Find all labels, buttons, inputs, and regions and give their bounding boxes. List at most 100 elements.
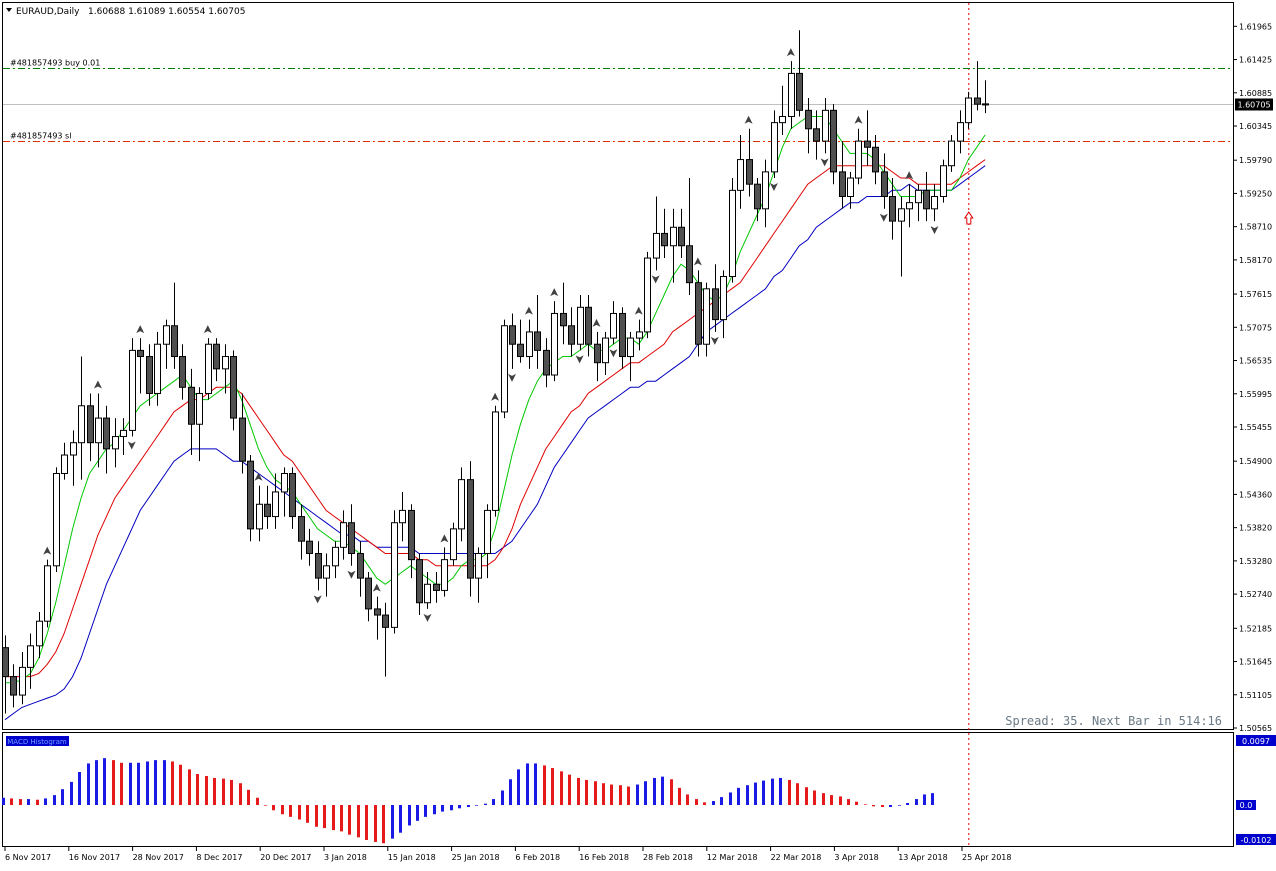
candle	[788, 61, 795, 129]
symbol-label: EURAUD,Daily	[16, 7, 80, 17]
candle-body	[906, 202, 913, 210]
price-tick-label: 1.52185	[1239, 624, 1272, 633]
candle	[391, 510, 398, 634]
candle	[315, 541, 322, 591]
price-tick-label: 1.57615	[1239, 290, 1272, 299]
candle	[796, 30, 803, 117]
candle	[940, 159, 947, 203]
fractal-up-icon	[786, 48, 795, 57]
candle-body	[239, 417, 246, 462]
candle-body	[348, 522, 355, 555]
candle-body	[872, 146, 879, 173]
candle-body	[61, 454, 68, 474]
candle-body	[196, 392, 203, 425]
candle	[568, 307, 575, 357]
candle	[323, 553, 330, 597]
candle	[551, 301, 558, 382]
candle-body	[78, 405, 85, 444]
candle	[230, 350, 237, 431]
fractal-down-icon	[127, 441, 136, 450]
candle	[205, 338, 212, 400]
candle	[703, 282, 710, 357]
candle-body	[475, 553, 482, 579]
indicator-bottom-label-bg	[1236, 834, 1276, 845]
candle-body	[661, 232, 668, 247]
fractal-down-icon	[769, 183, 778, 192]
candle-body	[754, 183, 761, 210]
fractal-up-icon	[203, 325, 212, 334]
candle	[737, 134, 744, 209]
candle-body	[365, 577, 372, 610]
candle-body	[517, 343, 524, 358]
fractal-down-icon	[313, 595, 322, 604]
candle-body	[644, 257, 651, 333]
candle	[484, 504, 491, 579]
indicator-name-badge: MACD Histogram	[6, 736, 69, 746]
candle	[281, 467, 288, 517]
candle	[712, 264, 719, 332]
candle-body	[982, 103, 989, 106]
candle	[864, 110, 871, 166]
candle	[923, 171, 930, 222]
candle-body	[881, 171, 888, 198]
fractal-down-icon	[930, 226, 939, 235]
price-tick-label: 1.54900	[1239, 457, 1272, 466]
ma-fast-line	[5, 116, 986, 684]
order-label: #481857493 sl	[10, 132, 71, 141]
candle	[103, 405, 110, 474]
candle	[36, 611, 43, 659]
candle	[374, 596, 381, 640]
candle	[686, 178, 693, 295]
date-tick-label: 20 Dec 2017	[260, 853, 311, 862]
candle	[458, 467, 465, 542]
candle	[644, 251, 651, 339]
price-tick-label: 1.53820	[1239, 524, 1272, 533]
candle	[577, 294, 584, 351]
candle-body	[619, 312, 626, 358]
indicator-zero-label-bg	[1236, 800, 1256, 810]
chart-header: EURAUD,Daily 1.60688 1.61089 1.60554 1.6…	[6, 7, 245, 17]
candle	[653, 196, 660, 271]
candle-body	[467, 479, 474, 579]
candle	[594, 331, 601, 382]
candle-body	[898, 208, 905, 222]
price-tick-label: 1.59790	[1239, 156, 1272, 165]
candle	[129, 338, 136, 437]
candle-body	[450, 528, 457, 561]
candle	[239, 393, 246, 474]
candle-body	[137, 349, 144, 358]
candle-body	[264, 503, 271, 518]
candle-body	[940, 165, 947, 198]
fractal-down-icon	[575, 355, 584, 364]
candle-body	[788, 72, 795, 117]
candle-body	[931, 196, 938, 210]
date-tick-label: 13 Apr 2018	[898, 853, 947, 862]
candle-body	[340, 522, 347, 548]
candle-body	[551, 312, 558, 376]
candle	[915, 184, 922, 222]
candle-body	[855, 140, 862, 179]
price-tick-label: 1.54360	[1239, 490, 1272, 499]
price-tick-label: 1.61965	[1239, 22, 1272, 31]
candle-body	[568, 325, 575, 345]
candle-body	[323, 565, 330, 579]
candle-body	[636, 331, 643, 339]
indicator-name-label: MACD Histogram	[7, 738, 67, 746]
indicator-axis-labels: 0.0097 0.0 -0.0102	[1236, 735, 1276, 845]
candlesticks	[2, 30, 989, 714]
indicator-top-value: 0.0097	[1242, 737, 1270, 746]
candle	[298, 504, 305, 560]
candle	[78, 356, 85, 480]
fractal-down-icon	[423, 613, 432, 622]
candle	[847, 171, 854, 209]
candle	[670, 208, 677, 283]
fractal-up-icon	[43, 546, 52, 555]
dropdown-triangle-icon[interactable]	[6, 8, 12, 12]
date-tick-label: 8 Dec 2017	[196, 853, 242, 862]
fractal-up-icon	[592, 318, 601, 327]
fractal-up-icon	[524, 306, 533, 315]
candle-body	[36, 620, 43, 647]
fractal-up-icon	[491, 392, 500, 401]
